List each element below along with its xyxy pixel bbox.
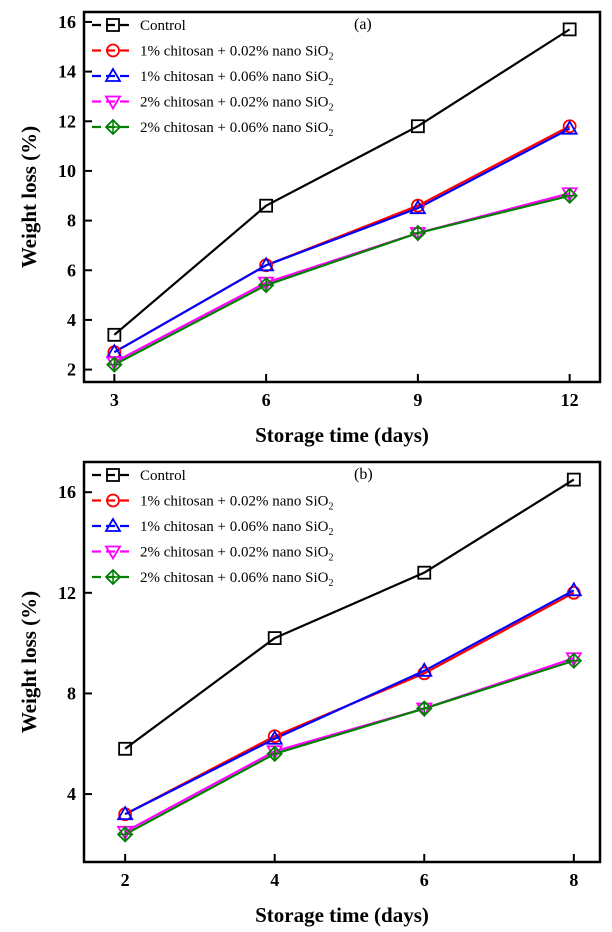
data-point-s1-2 xyxy=(259,198,274,213)
legend-marker xyxy=(104,568,122,586)
x-tick-label: 8 xyxy=(569,870,578,890)
data-point-s5-4 xyxy=(565,652,583,670)
data-point-s3-4 xyxy=(561,119,579,135)
legend-marker xyxy=(104,517,122,532)
legend-marker xyxy=(104,118,122,136)
y-tick-label: 8 xyxy=(67,683,76,703)
data-point-s1-1 xyxy=(107,327,122,342)
series-line-5 xyxy=(124,659,575,836)
data-point-s3-3 xyxy=(415,662,433,677)
x-tick-label: 12 xyxy=(561,390,579,410)
y-tick-label: 2 xyxy=(67,360,76,380)
y-tick-label: 14 xyxy=(58,62,76,82)
legend-marker xyxy=(106,468,120,482)
x-tick-label: 4 xyxy=(270,870,279,890)
series-line-5 xyxy=(113,194,570,366)
legend-marker xyxy=(106,18,120,32)
legend-marker xyxy=(104,95,122,111)
legend-label: 1% chitosan + 0.06% nano SiO2 xyxy=(140,69,333,88)
y-tick-label: 4 xyxy=(67,784,76,804)
series-line-3 xyxy=(113,127,571,354)
data-point-s3-1 xyxy=(116,805,134,821)
y-axis-title: Weight loss (%) xyxy=(17,591,41,733)
panel-label: (a) xyxy=(354,16,372,33)
legend-marker xyxy=(106,493,120,508)
y-tick-label: 12 xyxy=(58,111,76,131)
x-tick-label: 6 xyxy=(420,870,429,890)
data-point-s1-1 xyxy=(118,741,133,756)
data-point-s5-2 xyxy=(266,745,283,763)
data-point-s1-4 xyxy=(566,472,581,487)
y-tick-label: 16 xyxy=(58,12,76,32)
data-point-s5-4 xyxy=(561,187,578,205)
data-point-s3-2 xyxy=(266,729,284,745)
data-point-s5-1 xyxy=(116,826,134,843)
legend-label: 2% chitosan + 0.06% nano SiO2 xyxy=(140,570,333,589)
data-point-s3-2 xyxy=(257,256,275,272)
x-axis-title: Storage time (days) xyxy=(255,423,429,447)
legend-marker xyxy=(104,545,122,561)
legend-label: 2% chitosan + 0.02% nano SiO2 xyxy=(140,95,333,114)
x-tick-label: 6 xyxy=(262,390,271,410)
series-line-2 xyxy=(113,125,571,354)
data-point-s5-1 xyxy=(106,356,123,373)
legend: Control 1% chitosan + 0.02% nano SiO2 1% c… xyxy=(92,18,333,139)
y-axis-title: Weight loss (%) xyxy=(17,126,41,268)
legend-label: 2% chitosan + 0.02% nano SiO2 xyxy=(140,545,333,564)
legend-label: 2% chitosan + 0.06% nano SiO2 xyxy=(140,120,333,139)
x-tick-label: 2 xyxy=(121,870,130,890)
x-tick-label: 9 xyxy=(413,390,422,410)
chart-panel-2: 2 4 6 8 4 8 12 16 Storage time (days) Weight loss… xyxy=(17,460,602,927)
y-tick-label: 12 xyxy=(58,583,76,603)
data-point-s1-4 xyxy=(562,22,577,37)
data-point-s1-3 xyxy=(417,565,432,580)
legend-label: 1% chitosan + 0.06% nano SiO2 xyxy=(140,519,333,538)
legend-label: 1% chitosan + 0.02% nano SiO2 xyxy=(140,44,333,63)
series-line-4 xyxy=(113,192,570,364)
legend-marker xyxy=(104,67,122,82)
x-tick-label: 3 xyxy=(110,390,119,410)
data-point-s3-3 xyxy=(409,199,427,215)
legend-label: Control xyxy=(140,18,186,34)
plot-frame xyxy=(82,460,602,864)
data-point-s5-3 xyxy=(409,224,427,242)
y-tick-label: 10 xyxy=(58,161,76,181)
data-point-s5-3 xyxy=(415,700,433,717)
data-point-s1-3 xyxy=(410,119,425,134)
legend-label: Control xyxy=(140,468,186,484)
series-line-4 xyxy=(124,657,575,833)
legend-marker xyxy=(106,43,120,58)
x-axis-title: Storage time (days) xyxy=(255,903,429,927)
plot-frame xyxy=(82,10,602,384)
y-tick-label: 4 xyxy=(67,310,76,330)
series-line-1 xyxy=(113,28,571,336)
chart-panel-1: 3 6 9 12 2 4 6 8 10 12 14 16 Storage time (days) Weig… xyxy=(17,10,602,447)
legend-label: 1% chitosan + 0.02% nano SiO2 xyxy=(140,494,333,513)
legend: Control 1% chitosan + 0.02% nano SiO2 1% c… xyxy=(92,468,333,589)
series-line-1 xyxy=(124,478,575,750)
data-point-s1-2 xyxy=(267,631,282,646)
panel-label: (b) xyxy=(354,466,373,483)
y-tick-label: 6 xyxy=(67,260,76,280)
y-tick-label: 16 xyxy=(58,482,76,502)
data-point-s3-4 xyxy=(565,581,583,597)
y-tick-label: 8 xyxy=(67,211,76,231)
data-point-s5-2 xyxy=(257,276,275,294)
series-line-3 xyxy=(124,589,575,816)
